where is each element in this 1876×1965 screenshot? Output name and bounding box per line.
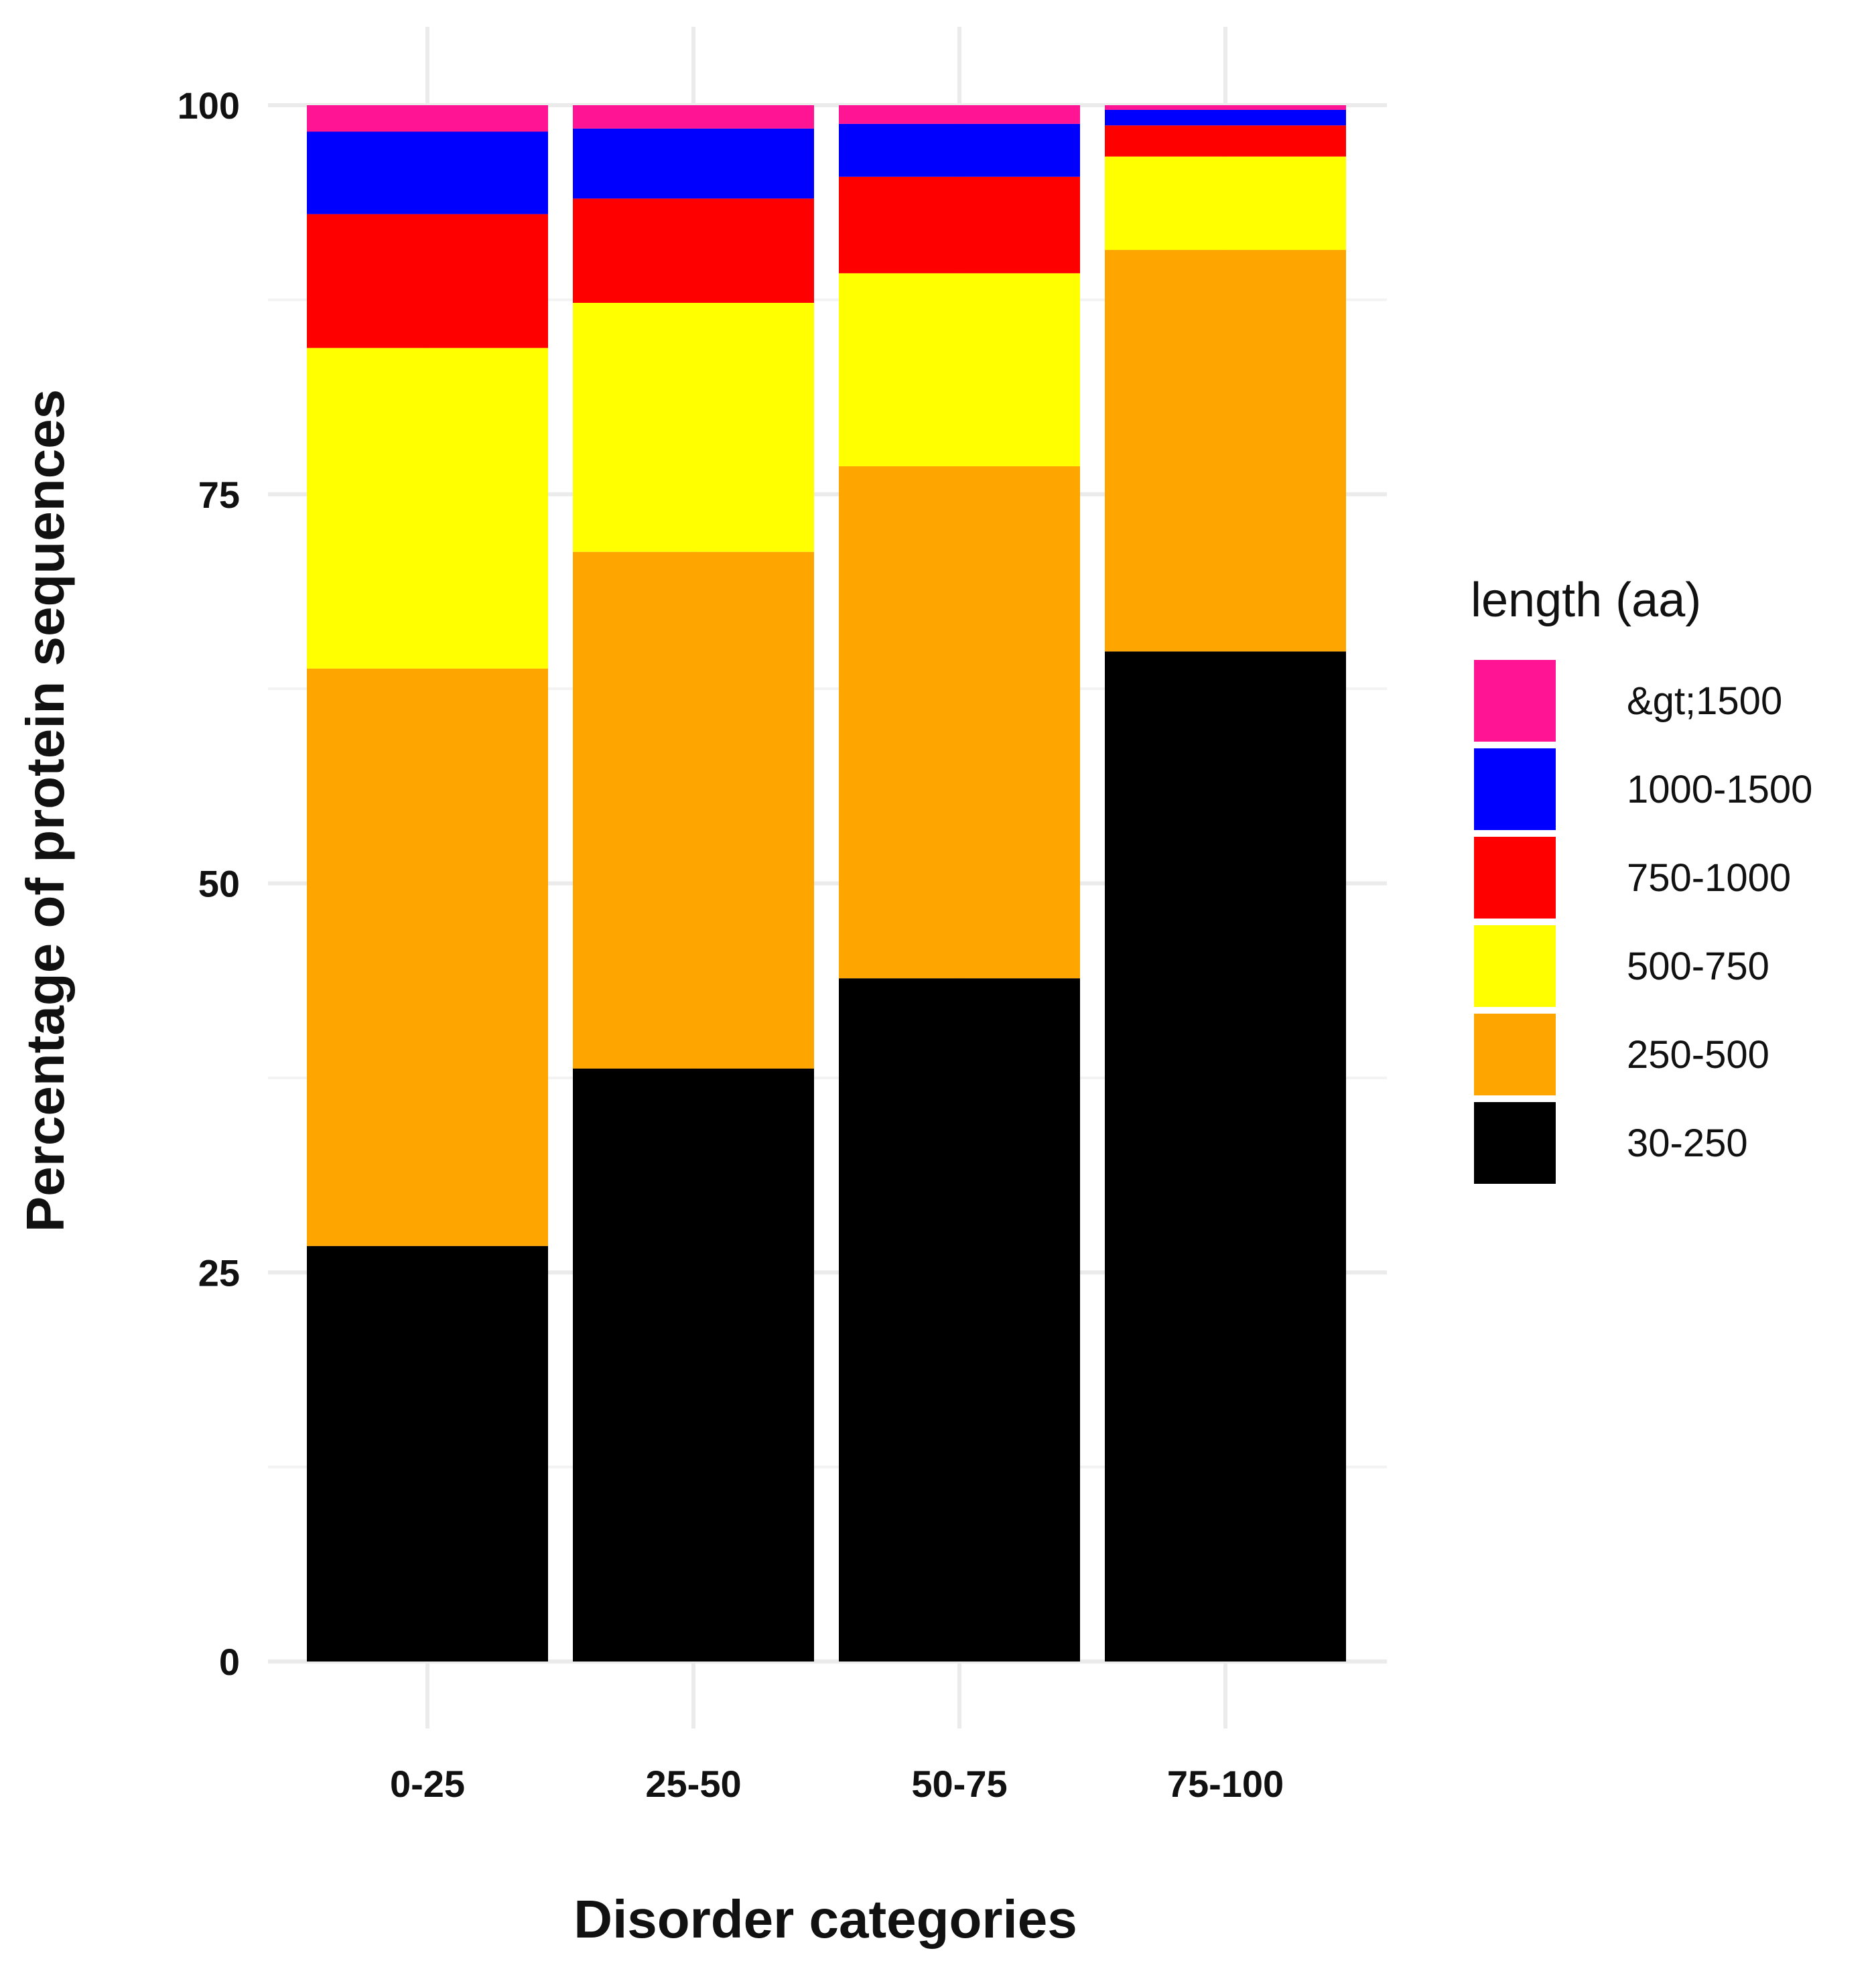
bar-segment-50-75-250-500 bbox=[839, 466, 1080, 979]
bar-segment-0-25-30-250 bbox=[307, 1245, 548, 1662]
y-tick-label: 75 bbox=[198, 474, 240, 516]
legend-key bbox=[1474, 1102, 1556, 1184]
legend-key bbox=[1474, 837, 1556, 919]
legend-label: 250-500 bbox=[1627, 1033, 1769, 1077]
bar-segment-50-75-1000-1500 bbox=[839, 123, 1080, 177]
bar-segment-0-25-250-500 bbox=[307, 668, 548, 1246]
legend-label: 1000-1500 bbox=[1627, 768, 1812, 811]
legend-title: length (aa) bbox=[1471, 573, 1701, 627]
legend-label: &gt;1500 bbox=[1627, 679, 1782, 723]
bar-segment-25-50-&gt;1500 bbox=[573, 105, 814, 129]
y-axis-title: Percentage of protein sequences bbox=[15, 389, 75, 1232]
y-tick-label: 25 bbox=[198, 1251, 240, 1294]
bar-segment-75-100-30-250 bbox=[1105, 651, 1346, 1662]
x-tick-label: 0-25 bbox=[390, 1763, 465, 1805]
bar-segment-0-25-750-1000 bbox=[307, 214, 548, 348]
bar-segment-25-50-30-250 bbox=[573, 1068, 814, 1662]
legend-key bbox=[1474, 660, 1556, 742]
legend-label: 500-750 bbox=[1627, 945, 1769, 988]
y-tick-label: 0 bbox=[219, 1641, 240, 1683]
x-axis-ticks: 0-25 25-50 50-75 75-100 bbox=[390, 1763, 1284, 1805]
legend: length (aa) &gt;1500 1000-1500 750-1000 500… bbox=[1471, 573, 1812, 1184]
bar-segment-50-75-30-250 bbox=[839, 978, 1080, 1662]
x-tick-label: 25-50 bbox=[645, 1763, 741, 1805]
legend-key bbox=[1474, 1014, 1556, 1095]
legend-label: 750-1000 bbox=[1627, 856, 1791, 900]
bar-segment-0-25-&gt;1500 bbox=[307, 105, 548, 132]
bar-segment-75-100-1000-1500 bbox=[1105, 109, 1346, 126]
bar-segment-50-75-750-1000 bbox=[839, 176, 1080, 273]
x-axis-title: Disorder categories bbox=[574, 1889, 1077, 1949]
legend-key bbox=[1474, 925, 1556, 1007]
bar-segment-50-75-&gt;1500 bbox=[839, 105, 1080, 124]
x-tick-label: 75-100 bbox=[1167, 1763, 1284, 1805]
y-tick-label: 100 bbox=[178, 84, 240, 127]
legend-items: &gt;1500 1000-1500 750-1000 500-750 250-500 3… bbox=[1474, 660, 1812, 1184]
bar-segment-75-100-750-1000 bbox=[1105, 125, 1346, 157]
bar-segment-25-50-750-1000 bbox=[573, 198, 814, 303]
bar-segment-50-75-500-750 bbox=[839, 273, 1080, 466]
bar-segment-25-50-250-500 bbox=[573, 551, 814, 1069]
y-tick-label: 50 bbox=[198, 863, 240, 905]
bars bbox=[307, 105, 1346, 1662]
bar-segment-75-100-250-500 bbox=[1105, 250, 1346, 652]
bar-segment-25-50-500-750 bbox=[573, 303, 814, 552]
bar-segment-0-25-1000-1500 bbox=[307, 131, 548, 214]
bar-segment-75-100-&gt;1500 bbox=[1105, 105, 1346, 110]
bar-segment-75-100-500-750 bbox=[1105, 156, 1346, 251]
bar-segment-0-25-500-750 bbox=[307, 348, 548, 669]
legend-label: 30-250 bbox=[1627, 1122, 1748, 1165]
legend-key bbox=[1474, 748, 1556, 830]
bar-segment-25-50-1000-1500 bbox=[573, 128, 814, 199]
y-axis-ticks: 0 25 50 75 100 bbox=[178, 84, 240, 1683]
x-tick-label: 50-75 bbox=[911, 1763, 1007, 1805]
